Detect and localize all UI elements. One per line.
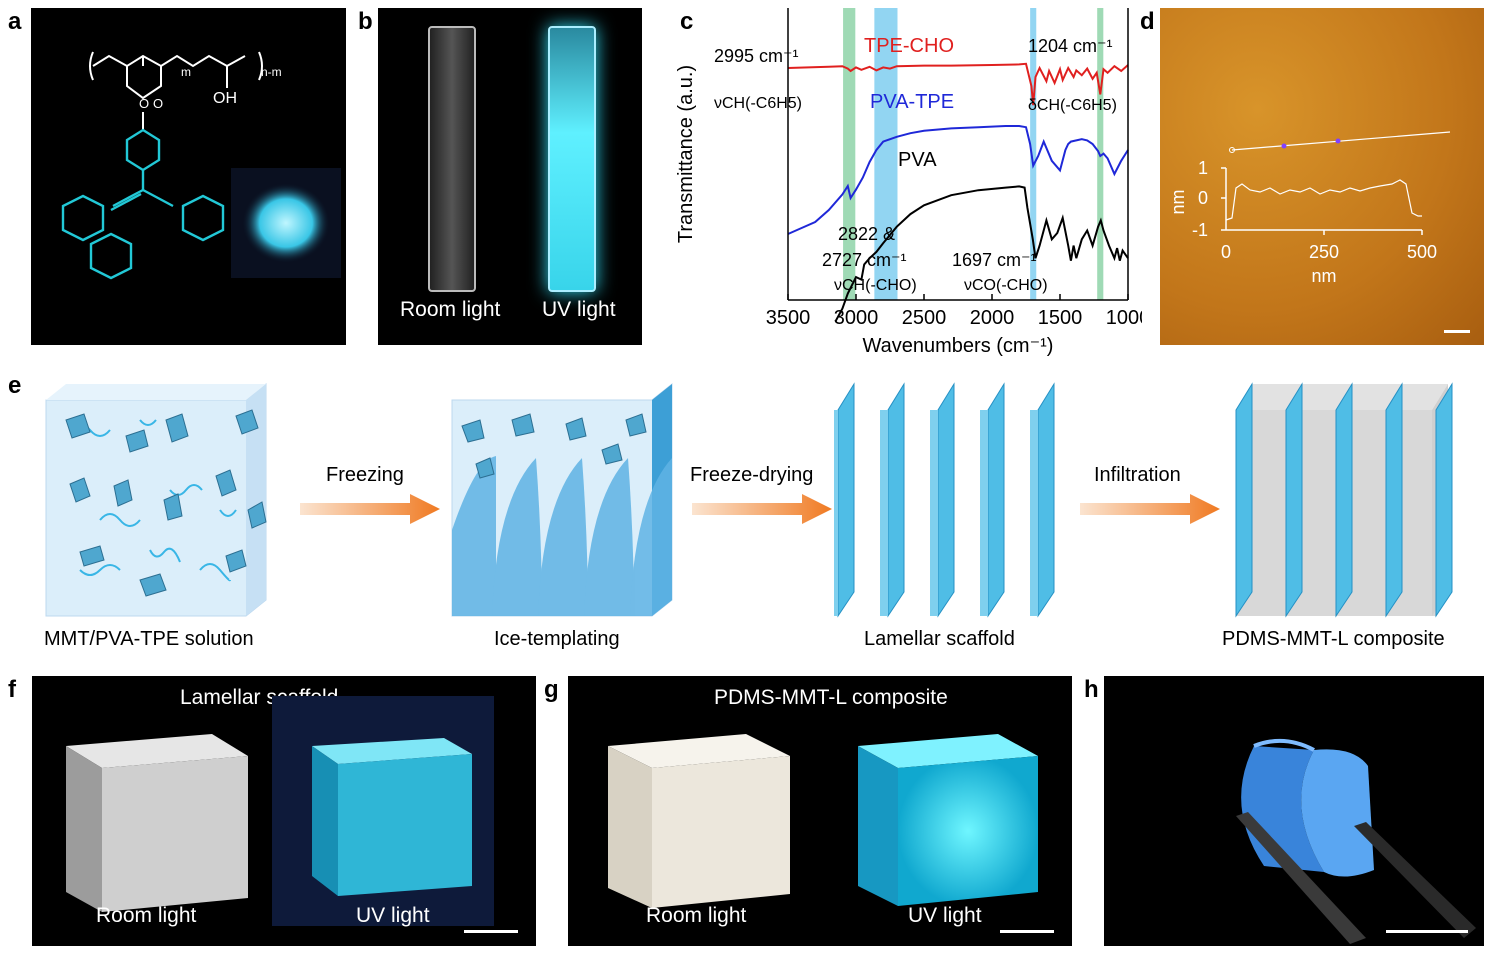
lamellar-scaffold-diagram xyxy=(834,382,1055,618)
panel-d-afm: 1 0 -1 0 250 500 nm nm xyxy=(1160,8,1484,345)
marker-1 xyxy=(1281,143,1287,149)
panel-f-caption-uv: UV light xyxy=(356,904,430,927)
x-tick-label-1000: 1000 xyxy=(1106,307,1142,329)
caption-uv-light: UV light xyxy=(542,298,616,321)
panel-e-schematic: MMT/PVA-TPE solution Freezing Ice-templa… xyxy=(0,370,1490,670)
ftir-annotation-3: δCH(-C6H5) xyxy=(1028,97,1117,114)
ftir-annotation-4: 2822 & xyxy=(838,224,895,244)
step-label-ice-templating: Ice-templating xyxy=(494,628,620,650)
ftir-chart: 3500 3000 2500 2000 1500 1000 Wavenumbers (cm⁻… xyxy=(675,8,1142,357)
ftir-annotation-7: 1697 cm⁻¹ xyxy=(952,250,1037,270)
x-tick-label-2000: 2000 xyxy=(970,307,1015,329)
inset-ylabel: nm xyxy=(1168,189,1188,214)
composite-cube-room-light xyxy=(608,734,790,908)
afm-height-profile xyxy=(1225,179,1422,221)
panel-label-a: a xyxy=(8,8,22,35)
x-tick-label-3500: 3500 xyxy=(766,307,811,329)
cuvette-uv-light xyxy=(548,26,596,292)
arrow-label-infiltration: Infiltration xyxy=(1094,464,1181,486)
panel-label-d: d xyxy=(1140,8,1155,35)
panel-label-e: e xyxy=(8,372,22,399)
series-label-pva-tpe: PVA-TPE xyxy=(870,91,954,113)
panel-label-g: g xyxy=(544,676,559,703)
scale-bar-h xyxy=(1386,930,1468,933)
arrow-freeze-drying xyxy=(692,494,832,524)
arrow-freezing xyxy=(300,494,440,524)
scale-bar-g xyxy=(1000,930,1054,933)
ftir-band-2 xyxy=(1030,8,1037,300)
ring-o-1: O xyxy=(139,96,149,111)
x-axis-label: Wavenumbers (cm⁻¹) xyxy=(863,335,1054,357)
marker-2 xyxy=(1335,138,1341,144)
inset-xlabel: nm xyxy=(1311,266,1336,286)
panel-label-b: b xyxy=(358,8,373,35)
panel-a-structure: O O m n-m OH xyxy=(31,8,346,345)
ftir-annotation-2: 1204 cm⁻¹ xyxy=(1028,36,1113,56)
inset-ytick-0: 0 xyxy=(1198,188,1208,208)
scaffold-cube-room-light xyxy=(66,734,248,912)
ftir-series-pva-tpe xyxy=(787,125,1129,235)
panel-label-f: f xyxy=(8,676,16,703)
composite-cube-uv-light xyxy=(858,734,1038,906)
ftir-band-0 xyxy=(843,8,856,300)
bent-film xyxy=(1236,738,1476,944)
panel-g-caption-room: Room light xyxy=(646,904,747,927)
step-label-lamellar-scaffold: Lamellar scaffold xyxy=(864,628,1015,650)
subscript-nm: n-m xyxy=(261,65,282,79)
inset-xtick-250: 250 xyxy=(1309,242,1339,262)
inset-ytick-neg1: -1 xyxy=(1192,220,1208,240)
tpe-powder-photo xyxy=(231,168,341,278)
inset-ytick-1: 1 xyxy=(1198,158,1208,178)
subscript-m: m xyxy=(181,65,191,79)
panel-label-c: c xyxy=(680,8,694,35)
panel-g-composite-photo: PDMS-MMT-L composite Room light UV light xyxy=(568,676,1072,946)
y-axis-label: Transmittance (a.u.) xyxy=(675,65,697,243)
arrow-infiltration xyxy=(1080,494,1220,524)
x-tick-label-1500: 1500 xyxy=(1038,307,1083,329)
cuvette-room-light xyxy=(428,26,476,292)
arrow-label-freezing: Freezing xyxy=(326,464,404,486)
ftir-band-1 xyxy=(874,8,898,300)
scale-bar-d xyxy=(1444,330,1470,333)
arrow-label-freeze-drying: Freeze-drying xyxy=(690,464,814,486)
ftir-annotation-0: 2995 cm⁻¹ xyxy=(714,46,799,66)
ring-o-2: O xyxy=(153,96,163,111)
panel-h-bent-film-photo xyxy=(1104,676,1484,946)
x-tick-label-3000: 3000 xyxy=(834,307,879,329)
pdms-composite-diagram xyxy=(1235,382,1453,618)
step-label-solution: MMT/PVA-TPE solution xyxy=(44,628,254,650)
series-label-pva: PVA xyxy=(898,149,937,171)
panel-f-scaffold-photo: Lamellar scaffold Room light UV light xyxy=(32,676,536,946)
series-label-tpe-cho: TPE-CHO xyxy=(864,35,954,57)
scaffold-cube-uv-light xyxy=(312,738,472,896)
afm-profile-line xyxy=(1231,131,1451,151)
panel-g-title: PDMS-MMT-L composite xyxy=(714,686,948,709)
marker-start xyxy=(1229,147,1235,153)
panel-g-caption-uv: UV light xyxy=(908,904,982,927)
ftir-series-pva xyxy=(834,185,1129,322)
ftir-annotation-6: νCH(-CHO) xyxy=(834,277,917,294)
ftir-series-tpe-cho xyxy=(787,62,1129,106)
step-label-pdms-composite: PDMS-MMT-L composite xyxy=(1222,628,1445,650)
oh-group: OH xyxy=(213,90,237,107)
tpe-pva-structure: O O m n-m OH xyxy=(61,51,282,280)
scale-bar-f xyxy=(464,930,518,933)
panel-f-caption-room: Room light xyxy=(96,904,197,927)
panel-label-h: h xyxy=(1084,676,1099,703)
x-tick-label-2500: 2500 xyxy=(902,307,947,329)
ftir-annotation-8: νCO(-CHO) xyxy=(964,277,1048,294)
ftir-annotation-5: 2727 cm⁻¹ xyxy=(822,250,907,270)
panel-b-cuvettes: Room light UV light xyxy=(378,8,642,345)
ice-templating-cube xyxy=(451,382,673,617)
solution-cube xyxy=(45,382,267,617)
inset-xtick-500: 500 xyxy=(1407,242,1437,262)
caption-room-light: Room light xyxy=(400,298,501,321)
ftir-annotation-1: νCH(-C6H5) xyxy=(714,95,802,112)
inset-xtick-0: 0 xyxy=(1221,242,1231,262)
